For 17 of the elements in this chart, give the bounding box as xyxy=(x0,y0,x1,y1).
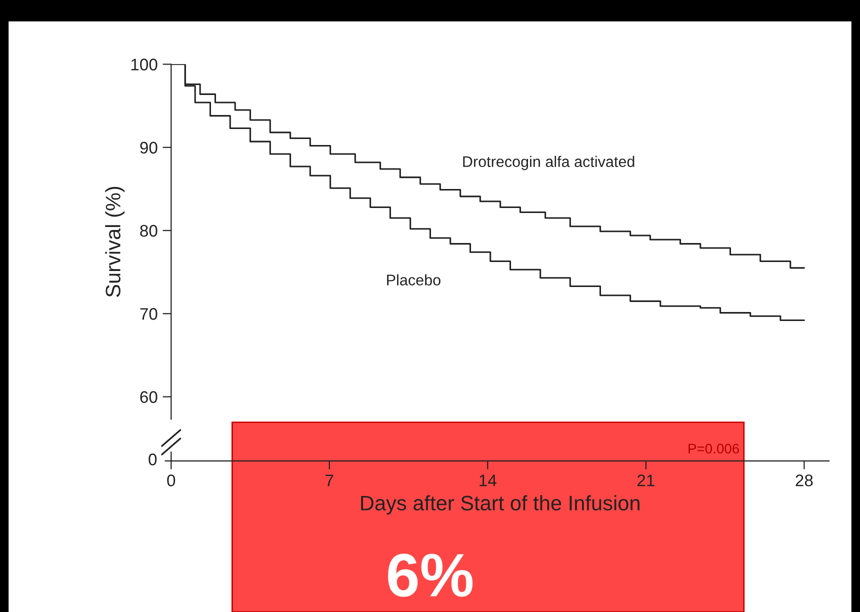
text: P=0.006 xyxy=(688,444,739,454)
y-tick-label: 100 xyxy=(131,58,158,70)
x-tick-label: 14 xyxy=(480,474,496,486)
y-tick-label: 80 xyxy=(140,224,158,237)
x-tick-label: 21 xyxy=(637,474,654,486)
y-tick-label: 90 xyxy=(140,142,158,154)
x-tick-label: 7 xyxy=(326,474,334,486)
text: 6% xyxy=(388,554,473,597)
text: Placebo xyxy=(387,274,440,286)
series-label: Drotrecogin alfa activated xyxy=(463,156,634,170)
text: 0 xyxy=(148,454,157,466)
x-tick-label: 28 xyxy=(796,474,813,486)
y-axis-title: Survival (%) xyxy=(105,186,125,297)
y-tick-label: 60 xyxy=(140,391,158,403)
y-tick-label: 70 xyxy=(140,308,158,320)
x-axis-title: Days after Start of the Infusion xyxy=(361,495,640,515)
x-tick-label: 0 xyxy=(167,474,176,486)
